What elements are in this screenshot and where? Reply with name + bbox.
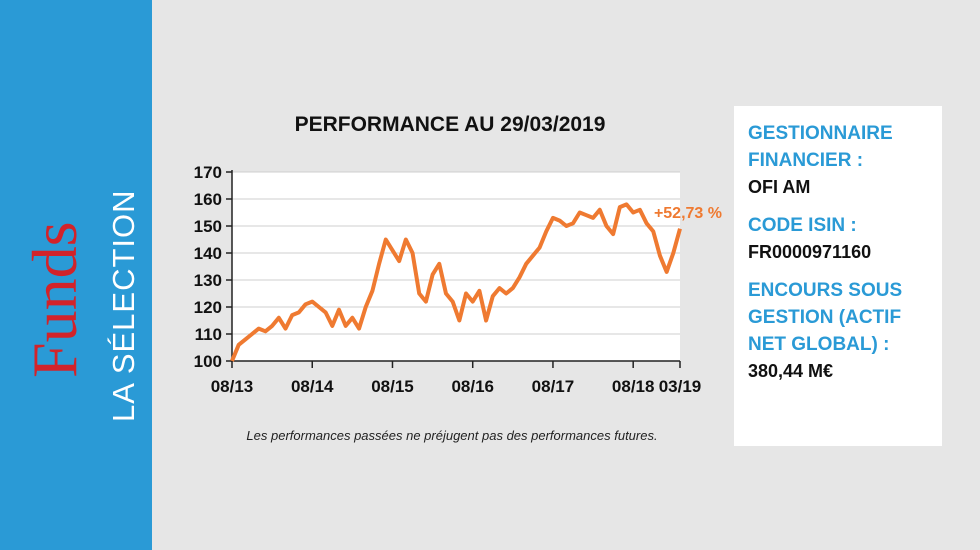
brand: Funds <box>19 222 90 379</box>
x-tick-label: 08/14 <box>291 377 334 396</box>
x-tick-label: 03/19 <box>659 377 702 396</box>
y-tick-label: 150 <box>194 217 222 236</box>
y-tick-label: 140 <box>194 244 222 263</box>
y-tick-label: 120 <box>194 298 222 317</box>
sidebar <box>0 0 152 550</box>
annotation: +52,73 % <box>654 205 722 222</box>
x-tick-label: 08/13 <box>211 377 254 396</box>
info-value: 380,44 M€ <box>748 361 834 381</box>
x-tick-label: 08/16 <box>451 377 494 396</box>
info-panel: GESTIONNAIRE FINANCIER : OFI AM CODE ISIN … <box>734 106 942 446</box>
y-tick-label: 100 <box>194 352 222 371</box>
y-tick-label: 130 <box>194 271 222 290</box>
chart-title: PERFORMANCE AU 29/03/2019 <box>295 113 606 136</box>
plot-area <box>232 172 680 361</box>
x-tick-label: 08/15 <box>371 377 414 396</box>
y-tick-label: 110 <box>195 325 222 344</box>
x-tick-label: 08/17 <box>532 377 575 396</box>
info-label: GESTIONNAIRE FINANCIER : <box>748 123 893 171</box>
x-tick-label: 08/18 <box>612 377 655 396</box>
info-value: FR0000971160 <box>748 242 872 262</box>
brand-subtitle: LA SÉLECTION <box>106 189 141 422</box>
y-tick-label: 170 <box>194 163 222 182</box>
y-tick-label: 160 <box>194 190 222 209</box>
info-label: ENCOURS SOUS GESTION (ACTIF NET GLOBAL) … <box>748 280 903 355</box>
info-label: CODE ISIN : <box>748 215 857 236</box>
data-line <box>230 202 682 362</box>
footnote: Les performances passées ne préjugent pa… <box>246 428 657 443</box>
info-value: OFI AM <box>748 177 811 197</box>
